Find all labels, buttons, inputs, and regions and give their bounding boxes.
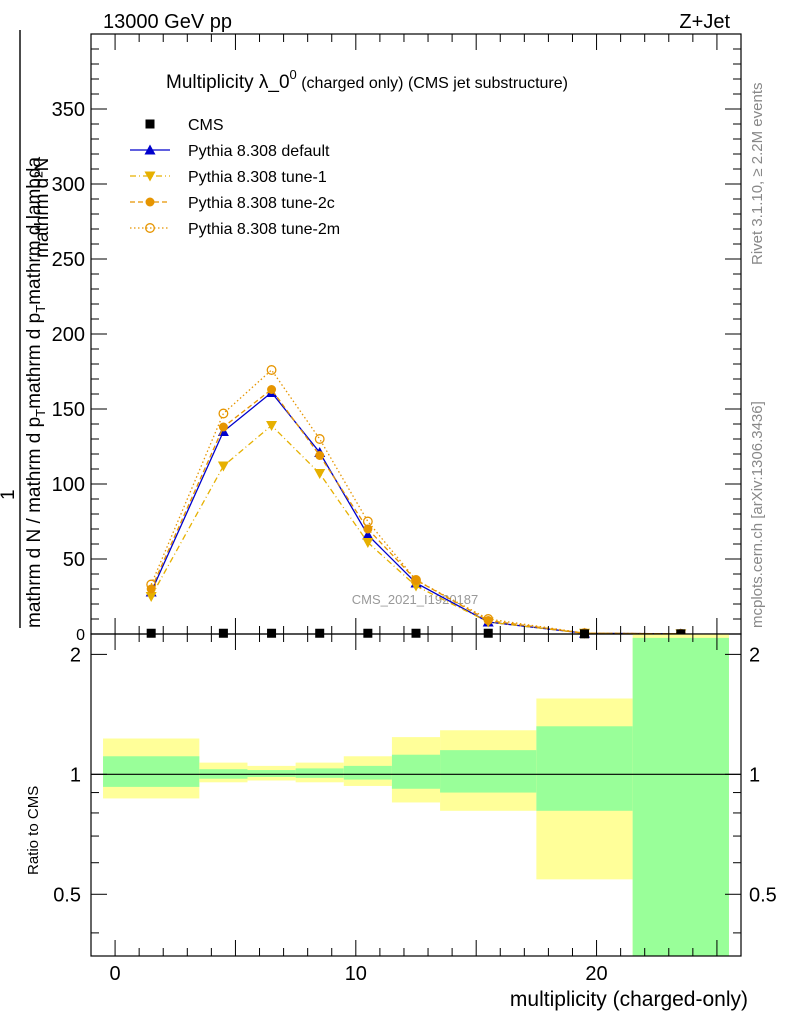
main-plot-panel: Multiplicity λ_00 (charged only) (CMS je… xyxy=(52,33,742,644)
ratio-band-green-3 xyxy=(295,768,344,778)
legend-marker-2 xyxy=(144,171,156,182)
point-cms-5 xyxy=(411,628,421,638)
ratio-band-green-4 xyxy=(343,765,392,780)
ratio-band-green-5 xyxy=(391,754,441,789)
rivet-label: Rivet 3.1.10, ≥ 2.2M events xyxy=(749,83,766,266)
ratio-band-green-6 xyxy=(440,750,537,793)
point-pythia-8-308-tune-2m-5 xyxy=(411,575,421,585)
ratio-plot-panel: 0 10 20 0.5 0.5 1 1 2 2 xyxy=(53,633,777,985)
ylabel-numerator: mathrm d²N xyxy=(32,158,53,258)
point-cms-3 xyxy=(315,628,325,638)
ratio-frame xyxy=(90,633,742,957)
point-cms-1 xyxy=(218,628,228,638)
point-pythia-8-308-tune-1-0 xyxy=(145,592,157,602)
legend-marker-3 xyxy=(145,197,155,207)
ratio-xtick-label-0: 0 xyxy=(110,963,121,985)
watermark: CMS_2021_I1920187 xyxy=(352,592,479,607)
ratio-band-green-8 xyxy=(632,637,729,956)
main-ytick-label-100: 100 xyxy=(52,474,85,496)
ratio-xtick-label-10: 10 xyxy=(345,963,367,985)
ratio-ytick-label-right-2: 2 xyxy=(749,644,760,666)
point-pythia-8-308-tune-2m-4 xyxy=(362,516,373,527)
mcplots-label: mcplots.cern.ch [arXiv:1306.3436] xyxy=(749,401,766,628)
legend-marker-4 xyxy=(145,223,155,233)
point-pythia-8-308-tune-2m-6 xyxy=(483,614,494,624)
point-pythia-8-308-default-4 xyxy=(362,529,374,540)
point-cms-4 xyxy=(363,628,373,638)
point-pythia-8-308-tune-1-3 xyxy=(314,469,326,479)
point-pythia-8-308-tune-2c-3 xyxy=(315,451,325,460)
legend-label-1: Pythia 8.308 default xyxy=(188,143,330,160)
point-pythia-8-308-tune-1-2 xyxy=(266,421,278,431)
main-ytick-label-300: 300 xyxy=(52,174,85,196)
point-pythia-8-308-tune-2c-1 xyxy=(218,422,228,432)
legend-label-4: Pythia 8.308 tune-2m xyxy=(188,221,340,238)
ratio-band-green-2 xyxy=(247,770,296,777)
legend-marker-0 xyxy=(145,119,155,129)
main-ytick-label-350: 350 xyxy=(52,99,85,121)
plot-title-sup: 0 xyxy=(290,67,297,82)
legend-label-3: Pythia 8.308 tune-2c xyxy=(188,195,335,212)
ylabel-one: 1 xyxy=(0,489,19,500)
ratio-band-green-7 xyxy=(536,726,633,811)
point-pythia-8-308-tune-2m-2 xyxy=(266,365,277,375)
plot-title-main: Multiplicity λ_0 xyxy=(166,72,290,93)
ratio-ytick-label-right-0.5: 0.5 xyxy=(749,884,777,906)
main-ytick-label-250: 250 xyxy=(52,249,85,271)
point-pythia-8-308-tune-1-1 xyxy=(217,461,229,472)
point-pythia-8-308-tune-1-4 xyxy=(362,538,374,548)
point-cms-6 xyxy=(483,628,493,638)
main-ytick-label-200: 200 xyxy=(52,324,85,346)
ratio-ytick-label-right-1: 1 xyxy=(749,764,760,786)
legend-label-2: Pythia 8.308 tune-1 xyxy=(188,169,327,186)
main-ytick-label-0: 0 xyxy=(76,627,85,644)
ratio-ytick-label-left-0.5: 0.5 xyxy=(53,884,81,906)
legend-label-0: CMS xyxy=(188,117,224,134)
ylabel-denominator: mathrm d N / mathrm d pTmathrm d pTmathr… xyxy=(24,157,48,628)
ratio-ytick-label-left-2: 2 xyxy=(70,644,81,666)
plot-title: Multiplicity λ_00 (charged only) (CMS je… xyxy=(166,67,568,93)
point-pythia-8-308-tune-2m-3 xyxy=(314,434,325,444)
ratio-y-axis-label: Ratio to CMS xyxy=(25,786,42,875)
point-cms-2 xyxy=(267,628,277,638)
point-pythia-8-308-tune-2c-2 xyxy=(267,385,277,394)
main-ytick-label-150: 150 xyxy=(52,399,85,421)
header-left: 13000 GeV pp xyxy=(103,11,232,33)
point-pythia-8-308-tune-2c-4 xyxy=(363,524,373,534)
main-ytick-label-50: 50 xyxy=(63,549,85,571)
plot-title-suffix: (charged only) (CMS jet substructure) xyxy=(297,75,568,92)
series-line-pythia-8-308-tune-2m xyxy=(150,369,681,635)
main-y-axis-label: mathrm d²N 1 mathrm d N / mathrm d pTmat… xyxy=(0,30,53,628)
point-pythia-8-308-tune-2m-0 xyxy=(146,579,157,590)
point-pythia-8-308-tune-2m-1 xyxy=(218,408,229,419)
x-axis-label: multiplicity (charged-only) xyxy=(510,988,748,1011)
header-right: Z+Jet xyxy=(679,11,730,33)
ratio-band-green-0 xyxy=(103,756,200,787)
ratio-ytick-label-left-1: 1 xyxy=(70,764,81,786)
ratio-xtick-label-20: 20 xyxy=(585,963,607,985)
point-pythia-8-308-tune-2c-5 xyxy=(411,575,421,585)
point-cms-0 xyxy=(146,628,156,638)
legend-marker-1 xyxy=(144,144,156,155)
